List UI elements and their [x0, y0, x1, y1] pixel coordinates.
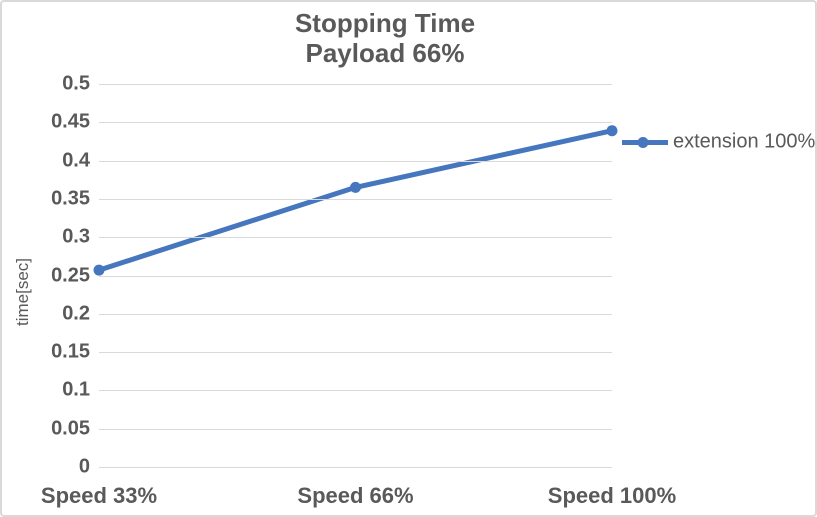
gridline [99, 390, 612, 392]
gridline [99, 428, 612, 430]
legend: extension 100% [622, 131, 815, 154]
y-tick-label: 0.3 [62, 225, 90, 248]
y-tick-label: 0.4 [62, 149, 90, 172]
y-tick-label: 0.5 [62, 72, 90, 95]
y-tick-label: 0.1 [62, 378, 90, 401]
chart-title-line1: Stopping Time [294, 8, 476, 38]
gridline [99, 352, 612, 354]
y-tick-label: 0.05 [51, 417, 90, 440]
x-axis-category-label: Speed 33% [40, 483, 158, 508]
y-axis-tick-labels: 0.5 0.45 0.4 0.35 0.3 0.25 0.2 0.15 0.1 0.05 0 [2, 73, 90, 478]
y-tick-label: 0.35 [51, 187, 90, 210]
y-tick-label: 0.2 [62, 302, 90, 325]
gridline [99, 84, 612, 85]
gridline [99, 160, 612, 162]
gridline [99, 198, 612, 200]
plot-area [93, 84, 618, 468]
chart-title-line2: Payload 66% [305, 38, 465, 68]
x-axis-category-labels: Speed 33% Speed 66% Speed 100% [41, 483, 676, 513]
gridline [99, 237, 612, 239]
y-tick-label: 0 [78, 455, 90, 478]
gridline [99, 313, 612, 315]
gridline [99, 122, 612, 124]
y-tick-label: 0.15 [51, 340, 90, 363]
data-point-marker [606, 125, 618, 137]
chart-title: Stopping Time Payload 66% [2, 8, 768, 68]
gridline [99, 467, 612, 468]
data-point-marker [93, 264, 105, 276]
x-axis-category-label: Speed 100% [547, 483, 677, 508]
gridline [99, 275, 612, 277]
x-axis-category-label: Speed 66% [297, 483, 414, 508]
data-point-marker [350, 181, 361, 193]
legend-line-marker-icon [622, 136, 668, 148]
line-series-svg [93, 125, 618, 276]
legend-marker-dot [637, 136, 649, 148]
series-line [96, 128, 615, 273]
y-tick-label: 0.25 [51, 264, 90, 286]
legend-series-label: extension 100% [673, 130, 816, 153]
y-tick-label: 0.45 [51, 110, 90, 133]
